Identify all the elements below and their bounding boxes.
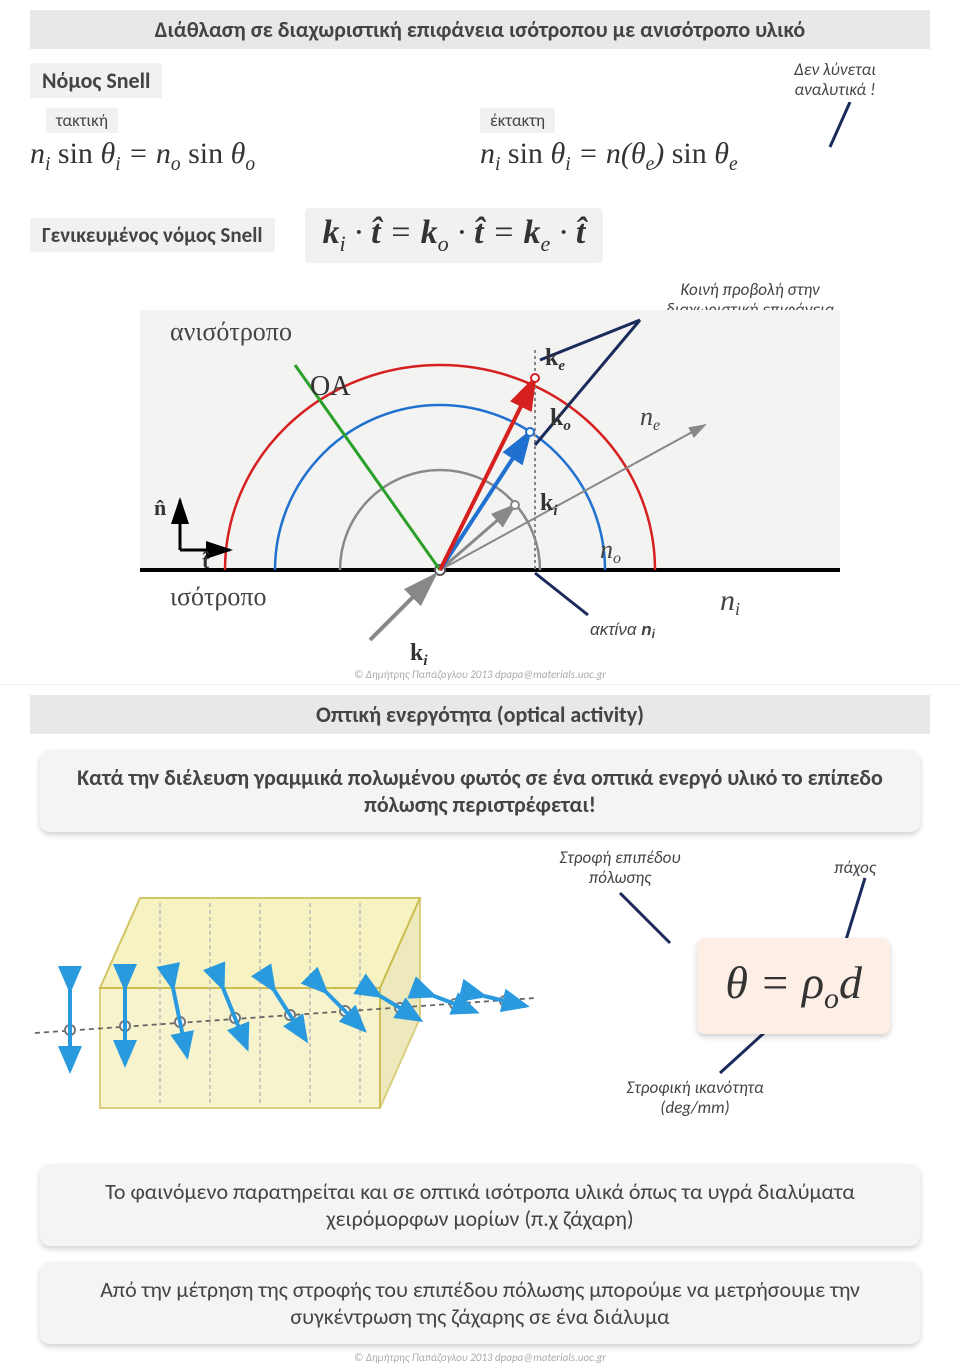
ki-label2: ki bbox=[410, 640, 428, 669]
rotation-formula: θ = ρod bbox=[697, 938, 890, 1034]
anisotropic-label: ανισότροπο bbox=[170, 317, 292, 346]
no-analytic-note: Δεν λύνεται αναλυτικά ! bbox=[760, 60, 910, 99]
ni-ray-label: ακτίνα ni bbox=[590, 620, 656, 641]
svg-text:t̂: t̂ bbox=[202, 548, 210, 573]
card-note1: Το φαινόμενο παρατηρείται και σε οπτικά … bbox=[40, 1164, 920, 1246]
ordinary-label: τακτική bbox=[46, 108, 118, 133]
generalized-eq: ki · t̂ = ko · t̂ = ke · t̂ bbox=[305, 208, 604, 263]
slide2-copyright: © Δημήτρης Παπάζογλου 2013 dpapa@materia… bbox=[0, 1351, 960, 1364]
svg-text:n̂: n̂ bbox=[154, 495, 166, 520]
isotropic-label: ισότροπο bbox=[170, 582, 267, 611]
polarization-diagram bbox=[30, 868, 540, 1138]
callout-line-1 bbox=[820, 102, 870, 152]
activity-diagram-area: Στροφή επιπέδου πόλωσης πάχος Στροφική ι… bbox=[30, 848, 930, 1148]
slide2-title: Οπτική ενεργότητα (optical activity) bbox=[30, 695, 930, 734]
slide-optical-activity: Οπτική ενεργότητα (optical activity) Κατ… bbox=[0, 684, 960, 1367]
generalized-heading: Γενικευμένος νόμος Snell bbox=[30, 218, 275, 252]
extraordinary-label: έκτακτη bbox=[480, 108, 555, 133]
ni-label: ni bbox=[720, 584, 740, 619]
refraction-diagram: ανισότροπο ισότροπο OA ke ko ki ki ne no… bbox=[140, 290, 840, 670]
card-note2: Από την μέτρηση της στροφής του επιπέδου… bbox=[40, 1262, 920, 1344]
oa-label: OA bbox=[310, 371, 351, 402]
snell-ordinary-eq: ni sin θi = no sin θo bbox=[30, 137, 480, 176]
slide1-copyright: © Δημήτρης Παπάζογλου 2013 dpapa@materia… bbox=[0, 668, 960, 681]
card-intro: Κατά την διέλευση γραμμικά πολωμένου φωτ… bbox=[40, 750, 920, 832]
slide-refraction: Διάθλαση σε διαχωριστική επιφάνεια ισότρ… bbox=[0, 0, 960, 684]
snell-heading: Νόμος Snell bbox=[30, 63, 162, 98]
slide1-title: Διάθλαση σε διαχωριστική επιφάνεια ισότρ… bbox=[30, 10, 930, 49]
